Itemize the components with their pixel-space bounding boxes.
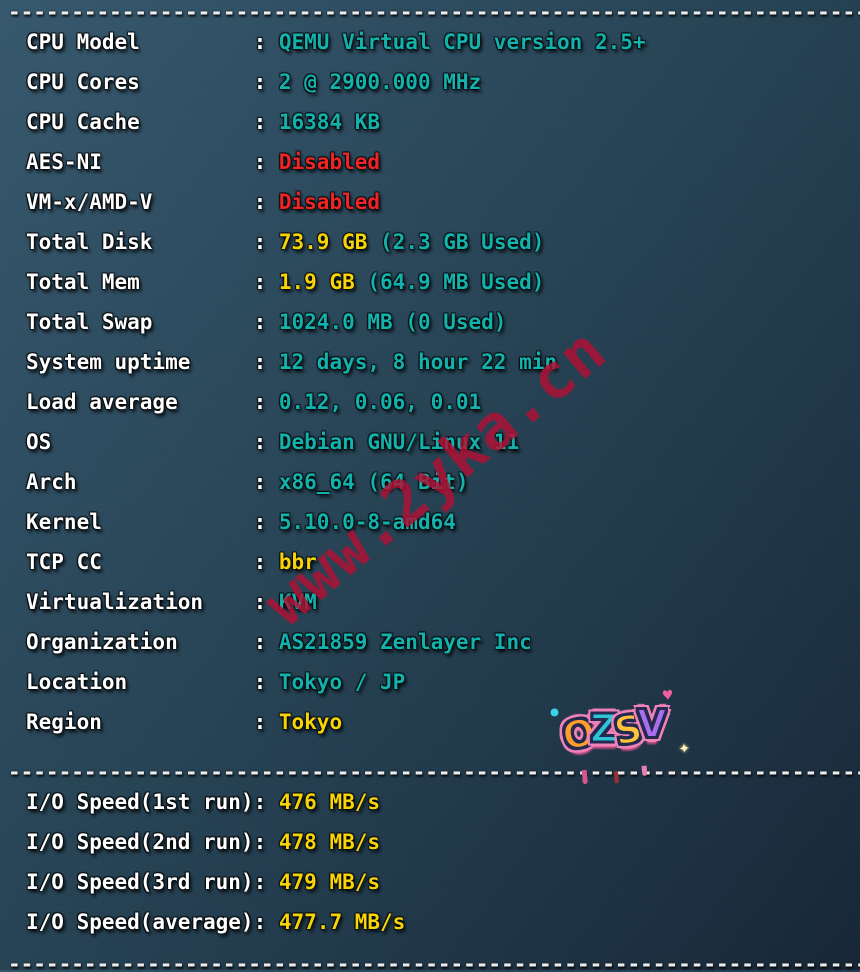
info-value: KVM <box>278 590 317 614</box>
info-value: Disabled <box>278 190 381 214</box>
info-label: I/O Speed(2nd run): <box>26 830 279 854</box>
separator-line-middle: ----------------------------------------… <box>8 760 860 780</box>
info-label: Load average : <box>26 390 279 414</box>
info-label: Total Disk : <box>26 230 279 254</box>
system-info-section: CPU Model : QEMU Virtual CPU version 2.5… <box>26 30 860 750</box>
info-row: Total Mem : 1.9 GB (64.9 MB Used) <box>26 270 860 310</box>
info-value: 2 @ 2900.000 MHz <box>278 70 482 94</box>
info-row: Region : Tokyo <box>26 710 860 750</box>
info-value: (2.3 GB Used) <box>367 230 545 254</box>
info-value: 5.10.0-8-amd64 <box>278 510 456 534</box>
info-label: Location : <box>26 670 279 694</box>
info-label: Kernel : <box>26 510 279 534</box>
sticker-drip-icon <box>641 765 648 777</box>
info-value: x86_64 (64 Bit) <box>278 470 469 494</box>
info-row: CPU Cores : 2 @ 2900.000 MHz <box>26 70 860 110</box>
info-row: AES-NI : Disabled <box>26 150 860 190</box>
info-row: I/O Speed(3rd run): 479 MB/s <box>26 870 860 910</box>
info-label: CPU Cache : <box>26 110 279 134</box>
info-value: 477.7 MB/s <box>278 910 406 934</box>
io-speed-section: I/O Speed(1st run): 476 MB/s I/O Speed(2n… <box>26 790 860 950</box>
info-row: Load average : 0.12, 0.06, 0.01 <box>26 390 860 430</box>
info-value: 73.9 GB <box>278 230 368 254</box>
info-label: Total Mem : <box>26 270 279 294</box>
info-value: bbr <box>278 550 317 574</box>
info-row: Organization : AS21859 Zenlayer Inc <box>26 630 860 670</box>
info-value: Disabled <box>278 150 381 174</box>
info-value: 1.9 GB <box>278 270 355 294</box>
info-row: Arch : x86_64 (64 Bit) <box>26 470 860 510</box>
info-row: VM-x/AMD-V : Disabled <box>26 190 860 230</box>
info-row: Virtualization : KVM <box>26 590 860 630</box>
info-label: OS : <box>26 430 279 454</box>
info-label: Total Swap : <box>26 310 279 334</box>
info-value: Debian GNU/Linux 11 <box>278 430 520 454</box>
info-row: TCP CC : bbr <box>26 550 860 590</box>
info-value: 478 MB/s <box>278 830 381 854</box>
info-label: Organization : <box>26 630 279 654</box>
info-label: Virtualization : <box>26 590 279 614</box>
info-value: 1024.0 MB (0 Used) <box>278 310 507 334</box>
separator-line-bottom: ----------------------------------------… <box>8 952 860 972</box>
info-row: CPU Cache : 16384 KB <box>26 110 860 150</box>
info-label: I/O Speed(3rd run): <box>26 870 279 894</box>
info-row: I/O Speed(average): 477.7 MB/s <box>26 910 860 950</box>
info-value: 0.12, 0.06, 0.01 <box>278 390 482 414</box>
info-label: VM-x/AMD-V : <box>26 190 279 214</box>
separator-line-top: ----------------------------------------… <box>8 0 860 20</box>
info-row: Location : Tokyo / JP <box>26 670 860 710</box>
info-label: System uptime : <box>26 350 279 374</box>
info-value: 479 MB/s <box>278 870 381 894</box>
info-value: (64.9 MB Used) <box>354 270 545 294</box>
info-value: 476 MB/s <box>278 790 381 814</box>
info-label: CPU Model : <box>26 30 279 54</box>
info-row: Kernel : 5.10.0-8-amd64 <box>26 510 860 550</box>
info-label: I/O Speed(average): <box>26 910 279 934</box>
info-row: I/O Speed(2nd run): 478 MB/s <box>26 830 860 870</box>
info-label: Arch : <box>26 470 279 494</box>
info-value: Tokyo <box>278 710 343 734</box>
info-value: 16384 KB <box>278 110 381 134</box>
info-row: Total Disk : 73.9 GB (2.3 GB Used) <box>26 230 860 270</box>
info-value: Tokyo / JP <box>278 670 406 694</box>
sticker-sparkle-icon: ✦ <box>677 740 691 758</box>
info-value: QEMU Virtual CPU version 2.5+ <box>278 30 646 54</box>
sticker-letters: OZSV <box>558 701 674 760</box>
info-row: System uptime : 12 days, 8 hour 22 min <box>26 350 860 390</box>
info-value: AS21859 Zenlayer Inc <box>278 630 532 654</box>
info-label: AES-NI : <box>26 150 279 174</box>
info-row: Total Swap : 1024.0 MB (0 Used) <box>26 310 860 350</box>
info-label: TCP CC : <box>26 550 279 574</box>
info-row: OS : Debian GNU/Linux 11 <box>26 430 860 470</box>
info-value: 12 days, 8 hour 22 min <box>278 350 558 374</box>
ozsv-sticker: ♥ ✦ OZSV <box>550 688 691 785</box>
info-row: CPU Model : QEMU Virtual CPU version 2.5… <box>26 30 860 70</box>
info-label: I/O Speed(1st run): <box>26 790 279 814</box>
sticker-letter: V <box>636 701 663 747</box>
info-label: CPU Cores : <box>26 70 279 94</box>
info-row: I/O Speed(1st run): 476 MB/s <box>26 790 860 830</box>
info-label: Region : <box>26 710 279 734</box>
